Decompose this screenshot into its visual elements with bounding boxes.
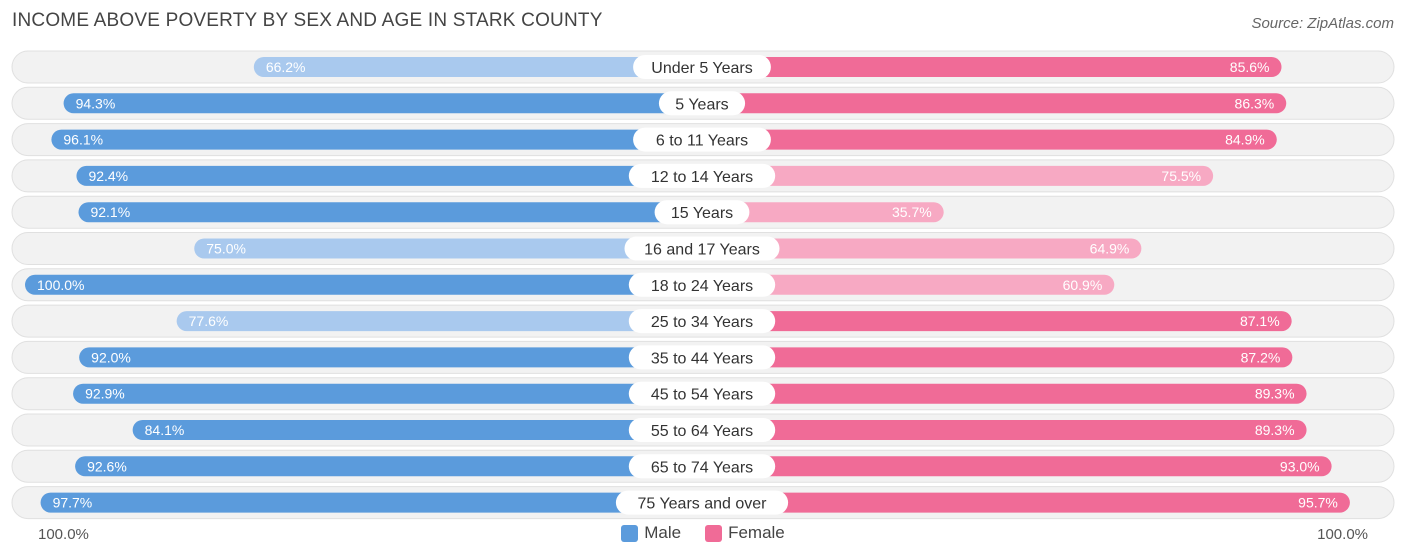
female-bar — [702, 129, 1277, 150]
legend-item-male[interactable]: Male — [621, 523, 681, 543]
male-value-label: 92.0% — [91, 349, 131, 365]
category-label-pill — [624, 236, 780, 261]
female-bar — [702, 57, 1282, 77]
legend-female-swatch — [705, 524, 723, 542]
female-bar — [702, 274, 1115, 295]
category-label-pill — [633, 127, 771, 152]
male-value-label: 77.6% — [189, 313, 229, 329]
category-label-pill — [628, 345, 776, 370]
category-label: 75 Years and over — [638, 496, 768, 513]
male-bar — [40, 492, 703, 513]
female-value-label: 89.3% — [1255, 422, 1295, 438]
category-label-pill — [628, 163, 776, 188]
male-bar — [132, 420, 702, 440]
category-label: 35 to 44 Years — [651, 350, 753, 367]
axis-left-label: 100.0% — [38, 526, 89, 543]
category-label: 12 to 14 Years — [651, 169, 753, 186]
category-label: 18 to 24 Years — [651, 278, 753, 295]
male-bar — [78, 202, 702, 223]
male-bar — [75, 456, 702, 477]
legend-female-label: Female — [728, 523, 785, 542]
legend: Male Female — [0, 523, 1406, 543]
male-value-label: 92.9% — [85, 386, 125, 402]
female-value-label: 64.9% — [1090, 241, 1130, 257]
category-label-pill — [628, 454, 776, 479]
category-label: 55 to 64 Years — [651, 423, 753, 440]
female-value-label: 95.7% — [1298, 495, 1338, 511]
category-label: 6 to 11 Years — [656, 133, 748, 150]
female-bar — [702, 311, 1292, 332]
male-value-label: 100.0% — [37, 277, 84, 293]
male-value-label: 96.1% — [63, 132, 103, 148]
category-label: 5 Years — [675, 96, 728, 113]
male-value-label: 75.0% — [206, 241, 246, 257]
male-bar — [73, 383, 702, 404]
category-label-pill — [628, 309, 776, 334]
category-label-pill — [654, 200, 750, 225]
category-label-pill — [658, 91, 746, 116]
male-bar — [176, 311, 702, 332]
female-bar — [702, 93, 1287, 114]
legend-male-label: Male — [644, 523, 682, 542]
axis-right-label: 100.0% — [1317, 526, 1368, 543]
female-value-label: 86.3% — [1235, 95, 1275, 111]
female-value-label: 84.9% — [1225, 132, 1265, 148]
category-label: 45 to 54 Years — [651, 387, 753, 404]
category-label-pill — [615, 490, 789, 515]
male-value-label: 97.7% — [53, 495, 93, 511]
male-bar — [79, 347, 702, 368]
female-bar — [702, 420, 1307, 440]
female-bar — [702, 165, 1214, 186]
female-value-label: 35.7% — [892, 204, 932, 220]
category-label-pill — [628, 272, 776, 297]
male-bar — [25, 274, 702, 295]
category-label: 15 Years — [671, 205, 733, 222]
male-value-label: 66.2% — [266, 59, 306, 75]
legend-item-female[interactable]: Female — [705, 523, 785, 543]
female-value-label: 60.9% — [1063, 277, 1103, 293]
chart-title: INCOME ABOVE POVERTY BY SEX AND AGE IN S… — [12, 10, 603, 31]
female-bar — [702, 347, 1293, 368]
female-bar — [702, 202, 944, 223]
category-label: 25 to 34 Years — [651, 314, 753, 331]
category-label: Under 5 Years — [651, 60, 752, 77]
male-value-label: 84.1% — [145, 422, 185, 438]
female-bar — [702, 492, 1350, 513]
category-label-pill — [633, 55, 771, 79]
male-value-label: 92.4% — [88, 168, 128, 184]
male-bar — [76, 165, 702, 186]
female-value-label: 93.0% — [1280, 458, 1320, 474]
male-value-label: 92.6% — [87, 458, 127, 474]
female-value-label: 75.5% — [1161, 168, 1201, 184]
category-label-pill — [628, 418, 776, 442]
male-bar — [253, 57, 703, 77]
male-value-label: 92.1% — [90, 204, 130, 220]
male-bar — [51, 129, 702, 150]
female-bar — [702, 456, 1332, 477]
female-value-label: 87.2% — [1241, 349, 1281, 365]
male-bar — [194, 238, 702, 259]
category-label: 16 and 17 Years — [644, 242, 760, 259]
male-value-label: 94.3% — [76, 95, 116, 111]
female-bar — [702, 238, 1142, 259]
female-value-label: 89.3% — [1255, 386, 1295, 402]
male-bar — [63, 93, 703, 114]
female-value-label: 87.1% — [1240, 313, 1280, 329]
legend-male-swatch — [621, 524, 639, 542]
female-bar — [702, 383, 1307, 404]
female-value-label: 85.6% — [1230, 59, 1270, 75]
chart-area: 66.2% 85.6% Under 5 Years 94.3% 86.3% 5 Years… — [11, 50, 1395, 520]
category-label-pill — [628, 381, 776, 406]
category-label: 65 to 74 Years — [651, 459, 753, 476]
source-label[interactable]: Source: ZipAtlas.com — [1251, 15, 1394, 32]
